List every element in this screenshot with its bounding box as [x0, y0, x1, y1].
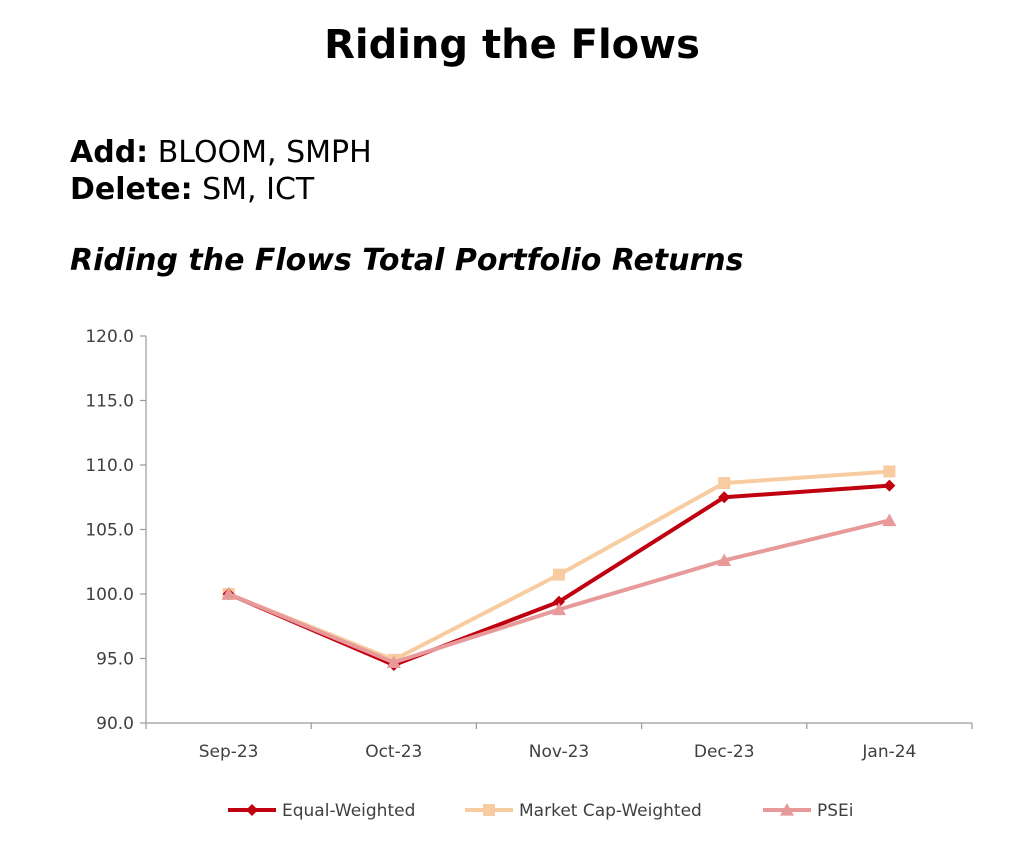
- x-tick-label: Jan-24: [861, 742, 916, 762]
- y-tick-label: 90.0: [96, 714, 134, 734]
- y-tick-label: 115.0: [85, 392, 134, 412]
- x-tick-label: Dec-23: [694, 742, 755, 762]
- y-tick-label: 100.0: [85, 585, 134, 605]
- data-point: [553, 595, 565, 608]
- delete-label: Delete:: [70, 172, 193, 207]
- legend-marker: [246, 804, 258, 816]
- legend-marker: [780, 803, 794, 816]
- data-point: [718, 491, 731, 504]
- legend-item: Equal-Weighted: [228, 801, 415, 821]
- y-tick-label: 95.0: [96, 650, 134, 670]
- add-value: BLOOM, SMPH: [157, 135, 372, 170]
- portfolio-changes: Add: BLOOM, SMPH Delete: SM, ICT: [70, 134, 372, 208]
- x-tick-label: Sep-23: [199, 742, 259, 762]
- y-tick-label: 105.0: [85, 521, 134, 541]
- legend-label: Market Cap-Weighted: [519, 801, 702, 821]
- legend-label: PSEi: [817, 801, 854, 821]
- data-point: [552, 602, 566, 616]
- add-label: Add:: [70, 135, 149, 170]
- series-psei: [221, 513, 897, 668]
- data-point: [883, 465, 896, 478]
- data-point: [386, 655, 401, 668]
- page-title: Riding the Flows: [324, 22, 700, 68]
- delete-line: Delete: SM, ICT: [70, 171, 372, 208]
- data-point: [718, 477, 731, 490]
- data-point: [221, 587, 236, 600]
- chart-legend: Equal-Weighted Market Cap-Weighted PSEi: [228, 801, 854, 821]
- data-point: [882, 513, 897, 527]
- data-point: [883, 479, 896, 492]
- y-tick-label: 110.0: [85, 456, 134, 476]
- chart-series: [221, 465, 897, 671]
- x-tick-label: Nov-23: [529, 742, 590, 762]
- data-point: [553, 568, 565, 581]
- x-tick-label: Oct-23: [365, 742, 422, 762]
- series-line: [227, 518, 890, 665]
- series-line: [227, 469, 890, 662]
- legend-label: Equal-Weighted: [282, 801, 415, 821]
- y-tick-label: 120.0: [85, 327, 134, 347]
- legend-item: PSEi: [763, 801, 854, 821]
- legend-item: Market Cap-Weighted: [465, 801, 702, 821]
- legend-marker: [483, 804, 495, 816]
- data-point: [717, 553, 732, 567]
- chart-title: Riding the Flows Total Portfolio Returns: [70, 243, 744, 278]
- delete-value: SM, ICT: [202, 172, 315, 207]
- chart-axes: 90.0 95.0 100.0 105.0 110.0 115.0 120.0 Sep-23 O…: [85, 327, 973, 762]
- add-line: Add: BLOOM, SMPH: [70, 134, 372, 171]
